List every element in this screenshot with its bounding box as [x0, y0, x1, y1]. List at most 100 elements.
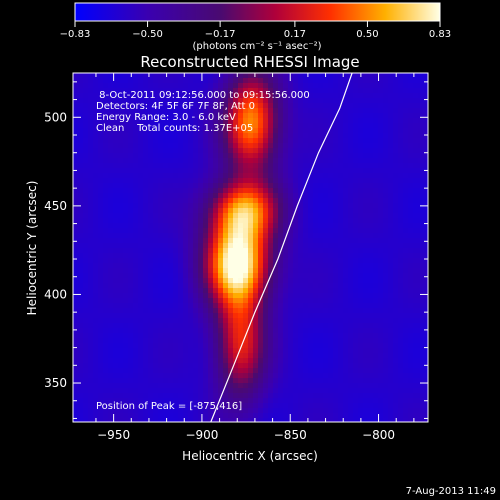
- heatmap-cell: [138, 103, 144, 109]
- heatmap-cell: [308, 383, 314, 389]
- heatmap-cell: [228, 223, 234, 229]
- heatmap-cell: [353, 163, 359, 169]
- heatmap-cell: [128, 203, 134, 209]
- heatmap-cell: [138, 313, 144, 319]
- heatmap-cell: [73, 408, 79, 414]
- heatmap-cell: [383, 223, 389, 229]
- heatmap-cell: [148, 383, 154, 389]
- heatmap-cell: [278, 153, 284, 159]
- heatmap-cell: [203, 203, 209, 209]
- heatmap-cell: [163, 78, 169, 84]
- heatmap-cell: [273, 393, 279, 399]
- heatmap-cell: [373, 283, 379, 289]
- heatmap-cell: [238, 398, 244, 404]
- heatmap-cell: [328, 343, 334, 349]
- heatmap-cell: [343, 368, 349, 374]
- heatmap-cell: [78, 378, 84, 384]
- heatmap-cell: [323, 238, 329, 244]
- heatmap-cell: [88, 398, 94, 404]
- heatmap-cell: [238, 288, 244, 294]
- heatmap-cell: [78, 133, 84, 139]
- heatmap-cell: [308, 233, 314, 239]
- heatmap-cell: [423, 318, 428, 324]
- heatmap-cell: [293, 213, 299, 219]
- heatmap-cell: [218, 343, 224, 349]
- heatmap-cell: [303, 118, 309, 124]
- heatmap-cell: [223, 83, 229, 89]
- heatmap-cell: [423, 93, 428, 99]
- heatmap-cell: [318, 118, 324, 124]
- heatmap-cell: [318, 108, 324, 114]
- heatmap-cell: [258, 348, 264, 354]
- heatmap-cell: [218, 338, 224, 344]
- heatmap-cell: [258, 308, 264, 314]
- heatmap-cell: [143, 223, 149, 229]
- heatmap-cell: [358, 338, 364, 344]
- heatmap-cell: [373, 88, 379, 94]
- heatmap-cell: [393, 103, 399, 109]
- heatmap-cell: [408, 193, 414, 199]
- heatmap-cell: [298, 243, 304, 249]
- heatmap-cell: [178, 363, 184, 369]
- heatmap-cell: [383, 93, 389, 99]
- heatmap-cell: [118, 293, 124, 299]
- heatmap-cell: [198, 303, 204, 309]
- heatmap-cell: [243, 393, 249, 399]
- heatmap-cell: [203, 273, 209, 279]
- heatmap-cell: [233, 398, 239, 404]
- heatmap-cell: [103, 93, 109, 99]
- heatmap-cell: [148, 108, 154, 114]
- colorbar-tick-label: −0.83: [60, 29, 91, 40]
- heatmap-cell: [173, 403, 179, 409]
- heatmap-cell: [238, 318, 244, 324]
- heatmap-cell: [188, 243, 194, 249]
- heatmap-cell: [378, 218, 384, 224]
- heatmap-cell: [318, 153, 324, 159]
- heatmap-cell: [223, 283, 229, 289]
- heatmap-cell: [303, 308, 309, 314]
- heatmap-cell: [193, 248, 199, 254]
- heatmap-cell: [298, 323, 304, 329]
- heatmap-cell: [313, 373, 319, 379]
- heatmap-cell: [268, 108, 274, 114]
- heatmap-cell: [193, 338, 199, 344]
- heatmap-cell: [113, 208, 119, 214]
- heatmap-cell: [133, 178, 139, 184]
- heatmap-cell: [358, 118, 364, 124]
- heatmap-cell: [388, 333, 394, 339]
- heatmap-cell: [253, 288, 259, 294]
- heatmap-cell: [393, 333, 399, 339]
- heatmap-cell: [243, 123, 249, 129]
- heatmap-cell: [173, 318, 179, 324]
- heatmap-cell: [98, 83, 104, 89]
- heatmap-cell: [128, 243, 134, 249]
- heatmap-cell: [403, 353, 409, 359]
- heatmap-cell: [163, 153, 169, 159]
- heatmap-cell: [388, 138, 394, 144]
- heatmap-cell: [273, 143, 279, 149]
- heatmap-cell: [393, 133, 399, 139]
- heatmap-cell: [133, 318, 139, 324]
- heatmap-cell: [243, 118, 249, 124]
- heatmap-cell: [393, 98, 399, 104]
- heatmap-cell: [373, 138, 379, 144]
- heatmap-cell: [408, 338, 414, 344]
- heatmap-cell: [363, 378, 369, 384]
- heatmap-cell: [108, 148, 114, 154]
- heatmap-cell: [288, 378, 294, 384]
- heatmap-cell: [223, 268, 229, 274]
- heatmap-cell: [243, 108, 249, 114]
- heatmap-cell: [223, 113, 229, 119]
- heatmap-cell: [218, 288, 224, 294]
- heatmap-cell: [373, 183, 379, 189]
- heatmap-cell: [153, 238, 159, 244]
- heatmap-cell: [308, 88, 314, 94]
- heatmap-cell: [143, 158, 149, 164]
- heatmap-cell: [343, 208, 349, 214]
- heatmap-cell: [303, 403, 309, 409]
- heatmap-cell: [363, 328, 369, 334]
- heatmap-cell: [363, 223, 369, 229]
- heatmap-cell: [313, 298, 319, 304]
- heatmap-cell: [363, 98, 369, 104]
- heatmap-cell: [363, 398, 369, 404]
